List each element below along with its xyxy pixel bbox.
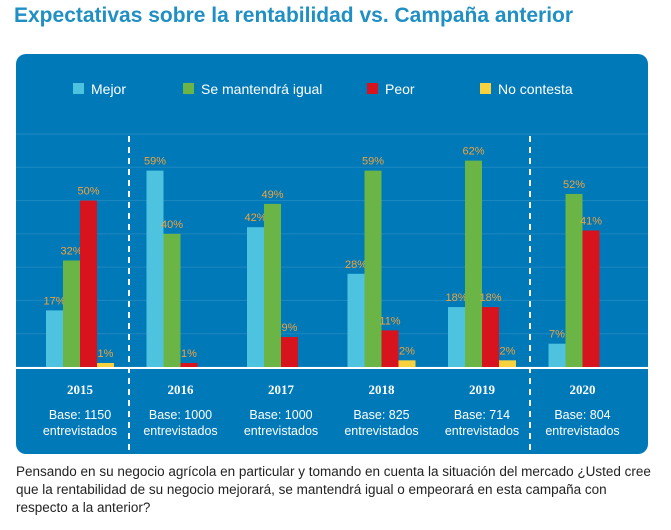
data-label: 41% bbox=[580, 216, 602, 228]
data-label: 17% bbox=[43, 295, 65, 307]
legend-label: No contesta bbox=[498, 81, 573, 97]
bar bbox=[448, 307, 465, 367]
bar bbox=[46, 310, 63, 367]
bar bbox=[247, 227, 264, 367]
data-label: 2% bbox=[500, 345, 516, 357]
data-label: 7% bbox=[549, 329, 565, 341]
data-label: 18% bbox=[479, 292, 501, 304]
legend-swatch bbox=[73, 83, 84, 94]
bar bbox=[565, 193, 583, 367]
bar bbox=[180, 363, 198, 367]
data-label: 32% bbox=[60, 245, 82, 257]
bar bbox=[97, 363, 114, 367]
bar bbox=[381, 330, 399, 367]
base-label: entrevistados bbox=[143, 424, 217, 438]
data-label: 2% bbox=[399, 345, 415, 357]
legend-swatch bbox=[183, 83, 194, 94]
x-tick-label: 2017 bbox=[268, 382, 295, 397]
bar bbox=[264, 203, 281, 367]
base-label: entrevistados bbox=[545, 424, 619, 438]
bar bbox=[364, 170, 382, 367]
base-label: Base: 714 bbox=[454, 408, 510, 422]
base-label: entrevistados bbox=[244, 424, 318, 438]
data-label: 52% bbox=[563, 179, 585, 191]
data-label: 59% bbox=[144, 156, 166, 168]
bar bbox=[398, 360, 416, 367]
bar bbox=[63, 260, 80, 367]
data-label: 18% bbox=[445, 292, 467, 304]
x-axis-line bbox=[16, 367, 648, 369]
data-label: 50% bbox=[77, 186, 99, 198]
bar bbox=[499, 360, 516, 367]
bar bbox=[281, 337, 298, 367]
legend-label: Mejor bbox=[91, 81, 126, 97]
x-tick-label: 2019 bbox=[469, 382, 496, 397]
x-tick-label: 2016 bbox=[168, 382, 195, 397]
base-label: Base: 1150 bbox=[49, 408, 111, 422]
data-label: 49% bbox=[261, 189, 283, 201]
bar bbox=[582, 230, 600, 367]
chart-panel: Mejor Se mantendrá igual Peor No contesta 17… bbox=[16, 54, 648, 454]
bar bbox=[80, 200, 97, 367]
x-tick-label: 2015 bbox=[67, 382, 94, 397]
x-tick-label: 2020 bbox=[570, 382, 596, 397]
legend-label: Peor bbox=[385, 81, 415, 97]
data-label: 62% bbox=[462, 146, 484, 158]
base-label: Base: 825 bbox=[353, 408, 409, 422]
data-label: 11% bbox=[379, 315, 400, 327]
base-label: entrevistados bbox=[445, 424, 519, 438]
base-label: Base: 804 bbox=[554, 408, 610, 422]
data-label: 1% bbox=[181, 348, 197, 360]
bar-chart: Mejor Se mantendrá igual Peor No contesta 17… bbox=[16, 81, 648, 454]
bar bbox=[482, 307, 499, 367]
data-label: 9% bbox=[282, 322, 298, 334]
legend-swatch bbox=[367, 83, 378, 94]
chart-title: Expectativas sobre la rentabilidad vs. C… bbox=[14, 4, 574, 27]
base-label: Base: 1000 bbox=[149, 408, 212, 422]
chart-caption: Pensando en su negocio agrícola en parti… bbox=[16, 464, 651, 515]
bar bbox=[548, 343, 566, 367]
base-label: entrevistados bbox=[43, 424, 117, 438]
bar bbox=[465, 160, 482, 367]
base-label: entrevistados bbox=[344, 424, 418, 438]
data-label: 42% bbox=[244, 212, 266, 224]
bar bbox=[163, 233, 181, 367]
legend-swatch bbox=[480, 83, 491, 94]
bar bbox=[347, 273, 365, 367]
x-tick-label: 2018 bbox=[369, 382, 396, 397]
data-label: 1% bbox=[98, 348, 114, 360]
data-label: 28% bbox=[345, 259, 367, 271]
base-label: Base: 1000 bbox=[249, 408, 312, 422]
data-label: 59% bbox=[362, 156, 384, 168]
bar bbox=[146, 170, 164, 367]
legend-label: Se mantendrá igual bbox=[201, 81, 322, 97]
data-label: 40% bbox=[161, 219, 183, 231]
